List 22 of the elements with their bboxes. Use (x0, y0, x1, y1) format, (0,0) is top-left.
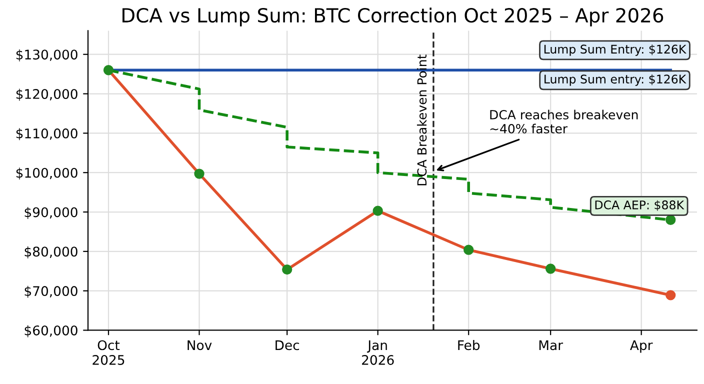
y-tick-label: $110,000 (16, 128, 78, 140)
x-tick-label: Oct 2025 (92, 340, 124, 365)
x-tick-label: Mar (539, 340, 564, 350)
x-tick-label: Jan 2026 (362, 340, 394, 365)
annotation: DCA AEP: $88K (595, 200, 684, 211)
y-tick-label: $130,000 (16, 49, 78, 62)
chart-title: DCA vs Lump Sum: BTC Correction Oct 2025 – Apr 2026 (122, 8, 664, 26)
x-tick-label: Apr (630, 340, 653, 353)
annotation: DCA reaches breakeven ~40% faster (490, 110, 638, 134)
y-tick-label: $100,000 (16, 168, 78, 180)
x-tick-label: Nov (188, 340, 212, 350)
x-tick-label: Feb (458, 340, 480, 350)
y-tick-label: $120,000 (16, 88, 78, 101)
annotation: Lump Sum Entry: $126K (544, 44, 686, 56)
ref-line-label: DCA Breakeven Point (416, 54, 427, 186)
annotation: Lump Sum entry: $126K (544, 74, 686, 86)
point (666, 214, 676, 225)
y-tick-label: $60,000 (24, 325, 78, 338)
y-tick-label: $70,000 (24, 286, 78, 298)
x-tick-label: Dec (276, 340, 300, 350)
y-tick-label: $90,000 (24, 206, 78, 219)
y-tick-label: $80,000 (24, 246, 78, 258)
